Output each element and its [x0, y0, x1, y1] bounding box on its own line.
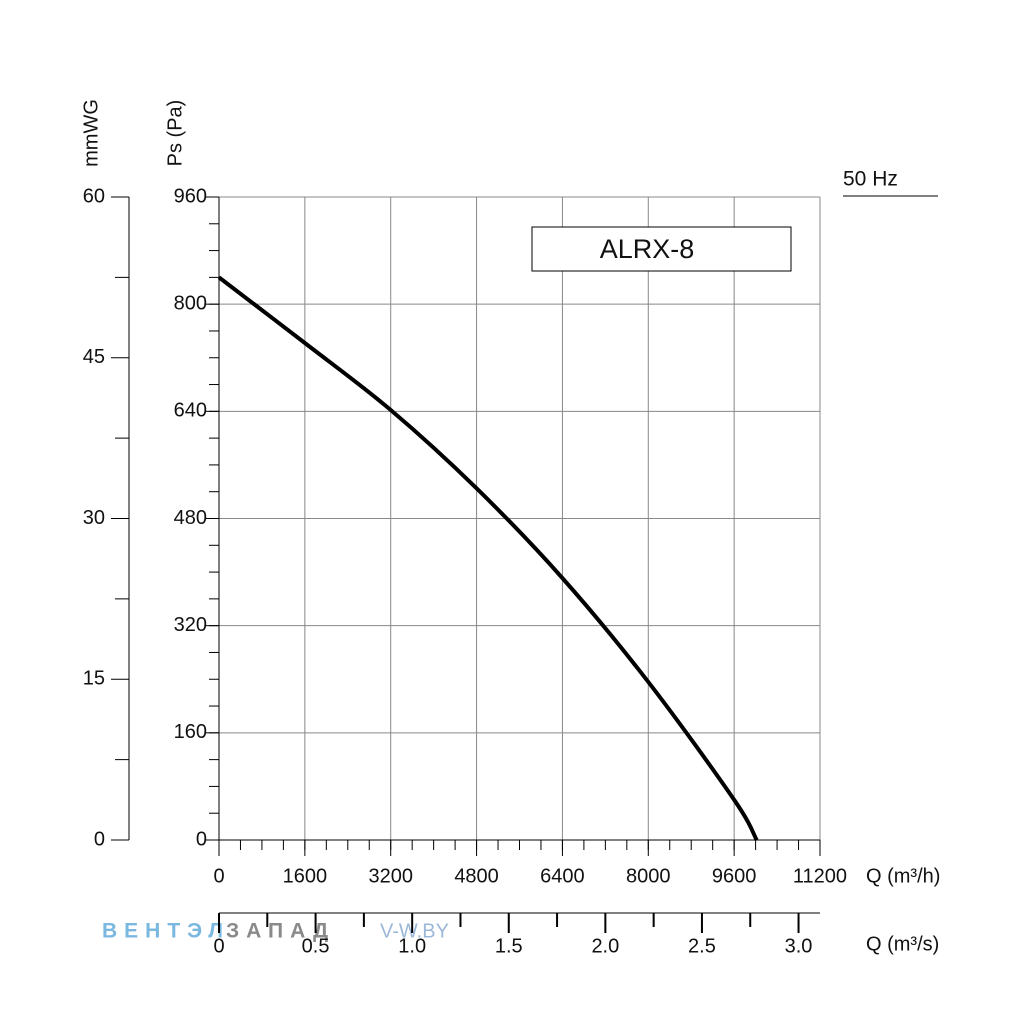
y2-tick-label: 60: [83, 185, 105, 207]
chart-title: ALRX-8: [600, 234, 695, 264]
y2-tick-label: 30: [83, 507, 105, 529]
y-tick-label: 800: [174, 292, 207, 314]
x2-tick-label: 0.5: [302, 935, 330, 957]
x2-tick-label: 1.0: [398, 935, 426, 957]
y2-tick-label: 0: [94, 828, 105, 850]
y-tick-label: 640: [174, 400, 207, 422]
x2-tick-label: 2.5: [688, 935, 716, 957]
watermark: V-W.BY: [380, 920, 449, 942]
x2-axis-label: Q (m³/s): [866, 933, 939, 955]
x-tick-label: 6400: [540, 865, 585, 887]
x-axis-label: Q (m³/h): [866, 865, 940, 887]
y2-axis-label: mmWG: [80, 99, 102, 167]
y-tick-label: 160: [174, 721, 207, 743]
fan-curve: [217, 275, 759, 841]
watermark: ВЕНТЭЛ: [102, 920, 230, 943]
y-tick-label: 0: [196, 828, 207, 850]
x-tick-label: 1600: [283, 865, 328, 887]
x-tick-label: 4800: [454, 865, 499, 887]
y-tick-label: 480: [174, 507, 207, 529]
y-tick-label: 960: [174, 185, 207, 207]
x2-tick-label: 0: [213, 935, 224, 957]
x-tick-label: 0: [213, 865, 224, 887]
chart-subtitle: 50 Hz: [843, 168, 898, 191]
watermark: ЗАПАД: [226, 920, 335, 943]
x2-tick-label: 2.0: [591, 935, 619, 957]
y-axis-label: Ps (Pa): [164, 100, 186, 167]
x-tick-label: 3200: [368, 865, 413, 887]
x-tick-label: 11200: [793, 865, 847, 887]
y-tick-label: 320: [174, 614, 207, 636]
x-tick-label: 8000: [626, 865, 671, 887]
x2-tick-label: 1.5: [495, 935, 523, 957]
title-box: [531, 226, 792, 272]
y2-tick-label: 45: [83, 346, 105, 368]
x2-tick-label: 3.0: [785, 935, 813, 957]
y2-tick-label: 15: [83, 668, 105, 690]
x-tick-label: 9600: [712, 865, 757, 887]
